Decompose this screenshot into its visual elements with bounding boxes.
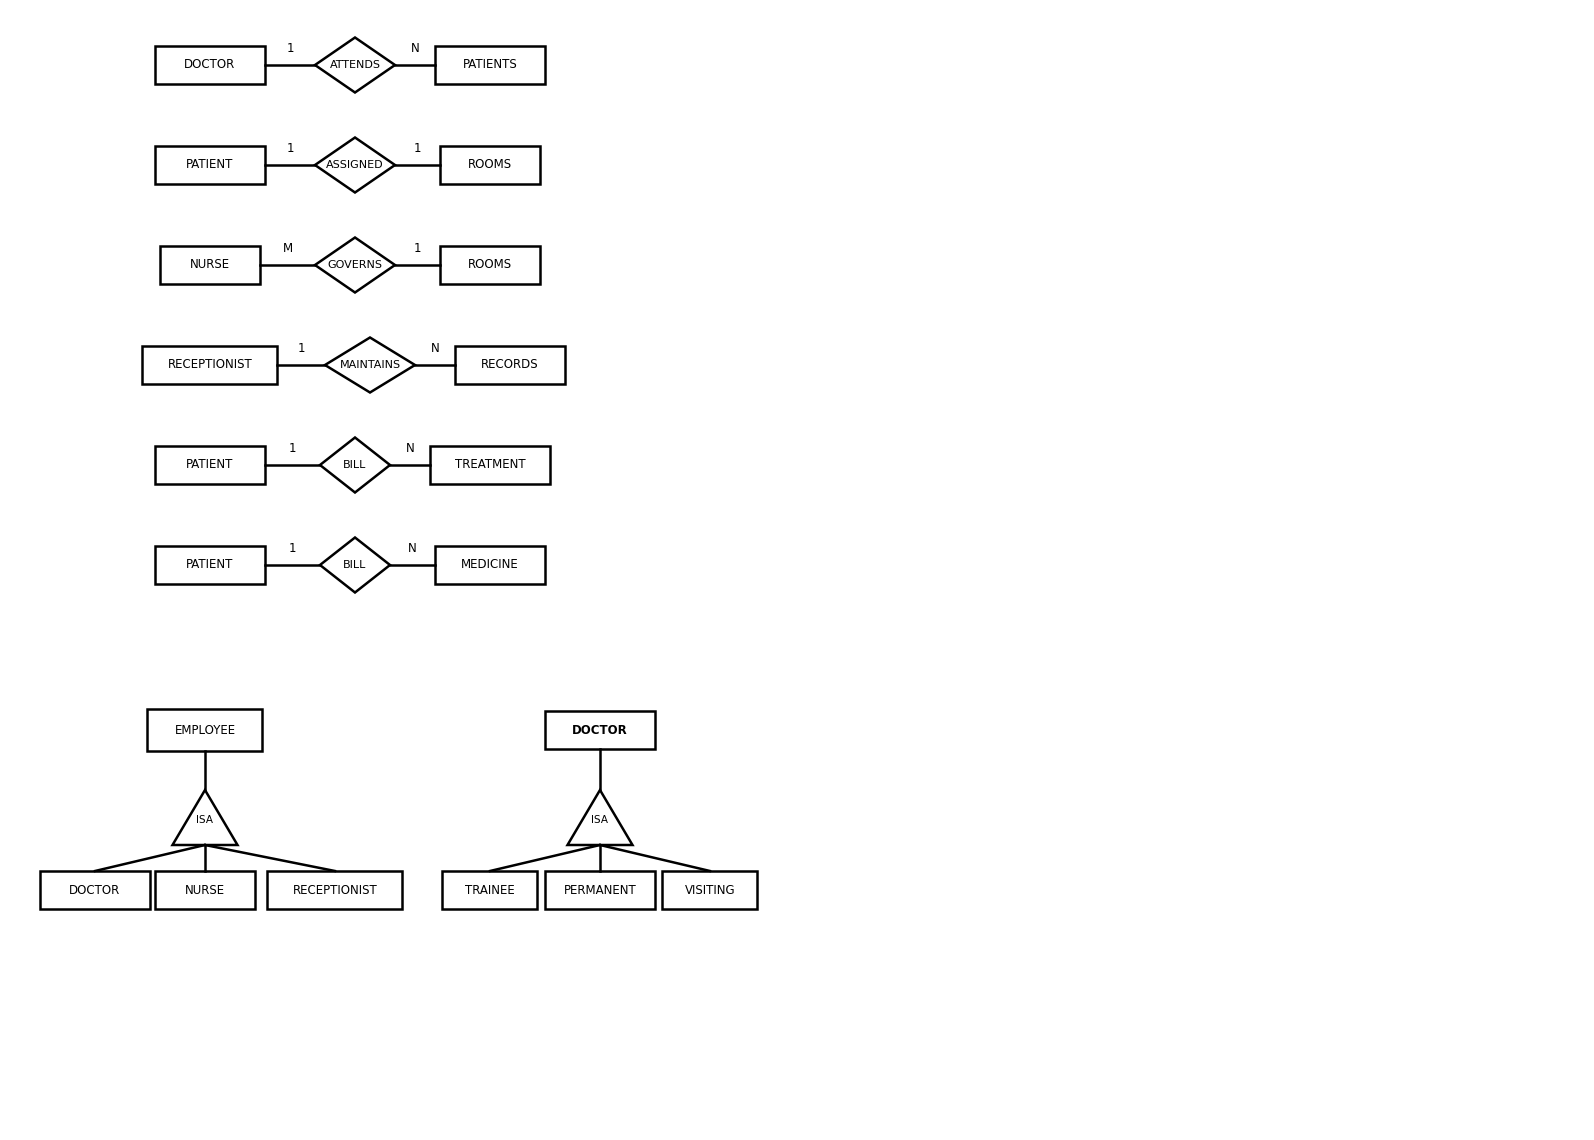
Polygon shape: [325, 337, 414, 392]
Text: PATIENT: PATIENT: [186, 158, 234, 171]
Text: RECEPTIONIST: RECEPTIONIST: [167, 358, 252, 372]
Text: ISA: ISA: [591, 815, 609, 825]
Bar: [454, 347, 564, 384]
Text: EMPLOYEE: EMPLOYEE: [174, 724, 236, 736]
Bar: [430, 446, 550, 484]
Text: DOCTOR: DOCTOR: [572, 724, 628, 736]
Bar: [435, 546, 545, 584]
Text: ROOMS: ROOMS: [469, 259, 512, 271]
Bar: [440, 246, 540, 284]
Text: BILL: BILL: [343, 560, 367, 570]
Bar: [148, 709, 263, 751]
Polygon shape: [316, 138, 395, 193]
Text: ROOMS: ROOMS: [469, 158, 512, 171]
Text: ASSIGNED: ASSIGNED: [327, 160, 384, 170]
Bar: [545, 711, 655, 749]
Polygon shape: [320, 537, 391, 593]
Text: BILL: BILL: [343, 461, 367, 470]
Text: MEDICINE: MEDICINE: [461, 559, 520, 571]
Text: DOCTOR: DOCTOR: [185, 58, 236, 72]
Bar: [435, 46, 545, 84]
Polygon shape: [316, 237, 395, 293]
Text: RECORDS: RECORDS: [481, 358, 539, 372]
Bar: [155, 146, 265, 184]
Text: ISA: ISA: [196, 815, 214, 825]
Text: 1: 1: [289, 442, 296, 456]
Text: ATTENDS: ATTENDS: [330, 60, 381, 70]
Bar: [40, 871, 150, 909]
Text: PATIENTS: PATIENTS: [462, 58, 518, 72]
Bar: [268, 871, 403, 909]
Bar: [159, 246, 260, 284]
Bar: [155, 446, 265, 484]
Bar: [440, 146, 540, 184]
Text: 1: 1: [414, 142, 421, 155]
Polygon shape: [316, 38, 395, 92]
Text: VISITING: VISITING: [685, 884, 735, 896]
Text: RECEPTIONIST: RECEPTIONIST: [293, 884, 378, 896]
Text: N: N: [430, 342, 440, 356]
Text: 1: 1: [289, 543, 296, 555]
Text: N: N: [405, 442, 414, 456]
Text: 1: 1: [287, 142, 293, 155]
Text: PATIENT: PATIENT: [186, 458, 234, 472]
Polygon shape: [172, 790, 238, 845]
Bar: [142, 347, 277, 384]
Text: M: M: [282, 243, 293, 255]
Polygon shape: [320, 438, 391, 492]
Bar: [155, 871, 255, 909]
Polygon shape: [567, 790, 633, 845]
Bar: [155, 546, 265, 584]
Text: GOVERNS: GOVERNS: [327, 260, 383, 270]
Bar: [663, 871, 757, 909]
Bar: [545, 871, 655, 909]
Text: 1: 1: [414, 243, 421, 255]
Text: MAINTAINS: MAINTAINS: [340, 360, 400, 370]
Text: NURSE: NURSE: [185, 884, 225, 896]
Text: TREATMENT: TREATMENT: [454, 458, 526, 472]
Text: 1: 1: [287, 42, 293, 56]
Text: NURSE: NURSE: [190, 259, 230, 271]
Bar: [443, 871, 537, 909]
Text: 1: 1: [298, 342, 304, 356]
Text: N: N: [411, 42, 419, 56]
Text: PERMANENT: PERMANENT: [564, 884, 636, 896]
Bar: [155, 46, 265, 84]
Text: TRAINEE: TRAINEE: [465, 884, 515, 896]
Text: DOCTOR: DOCTOR: [70, 884, 121, 896]
Text: N: N: [408, 543, 418, 555]
Text: PATIENT: PATIENT: [186, 559, 234, 571]
